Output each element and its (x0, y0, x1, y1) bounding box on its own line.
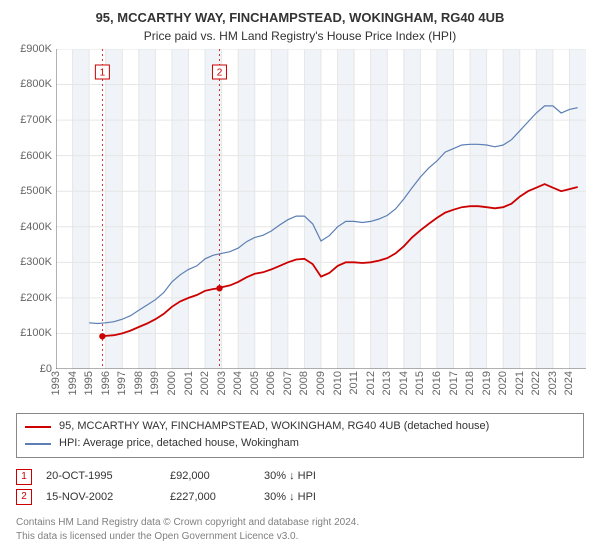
sale-price: £227,000 (170, 487, 250, 508)
sale-marker-badge: 2 (16, 489, 32, 505)
y-tick-label: £0 (12, 363, 52, 375)
sale-delta: 30% ↓ HPI (264, 487, 374, 508)
chart-subtitle: Price paid vs. HM Land Registry's House … (12, 29, 588, 43)
x-tick-label: 2018 (464, 371, 476, 395)
plot-area-wrapper: £0£100K£200K£300K£400K£500K£600K£700K£80… (56, 49, 582, 369)
sale-row: 2 15-NOV-2002 £227,000 30% ↓ HPI (16, 487, 584, 508)
legend-swatch (25, 443, 51, 445)
legend: 95, MCCARTHY WAY, FINCHAMPSTEAD, WOKINGH… (16, 413, 584, 458)
legend-label: HPI: Average price, detached house, Woki… (59, 435, 299, 453)
x-tick-label: 2002 (199, 371, 211, 395)
x-tick-label: 1998 (133, 371, 145, 395)
x-tick-label: 2006 (265, 371, 277, 395)
y-tick-label: £200K (12, 292, 52, 304)
sale-date: 20-OCT-1995 (46, 466, 156, 487)
svg-text:2: 2 (217, 67, 223, 78)
x-tick-label: 2004 (232, 371, 244, 395)
svg-text:1: 1 (100, 67, 106, 78)
legend-swatch (25, 426, 51, 428)
sales-list: 1 20-OCT-1995 £92,000 30% ↓ HPI 2 15-NOV-2002… (16, 466, 584, 508)
x-tick-label: 1993 (50, 371, 62, 395)
legend-label: 95, MCCARTHY WAY, FINCHAMPSTEAD, WOKINGH… (59, 418, 489, 436)
y-tick-label: £900K (12, 43, 52, 55)
sale-date: 15-NOV-2002 (46, 487, 156, 508)
x-tick-label: 2014 (398, 371, 410, 395)
y-tick-label: £400K (12, 221, 52, 233)
y-tick-label: £100K (12, 327, 52, 339)
x-tick-label: 2013 (381, 371, 393, 395)
license-text: Contains HM Land Registry data © Crown c… (16, 516, 584, 544)
legend-item: HPI: Average price, detached house, Woki… (25, 435, 575, 453)
sale-marker-2: 2 (212, 65, 226, 79)
y-axis: £0£100K£200K£300K£400K£500K£600K£700K£80… (12, 49, 56, 369)
x-tick-label: 2012 (365, 371, 377, 395)
x-tick-label: 1995 (83, 371, 95, 395)
y-tick-label: £700K (12, 114, 52, 126)
y-tick-label: £300K (12, 256, 52, 268)
x-tick-label: 2022 (530, 371, 542, 395)
x-tick-label: 2017 (448, 371, 460, 395)
x-tick-label: 2020 (497, 371, 509, 395)
x-tick-label: 2024 (563, 371, 575, 395)
legend-item: 95, MCCARTHY WAY, FINCHAMPSTEAD, WOKINGH… (25, 418, 575, 436)
chart-container: 95, MCCARTHY WAY, FINCHAMPSTEAD, WOKINGH… (0, 0, 600, 552)
x-tick-label: 2010 (332, 371, 344, 395)
x-tick-label: 2009 (315, 371, 327, 395)
x-tick-label: 2007 (282, 371, 294, 395)
x-tick-label: 2019 (481, 371, 493, 395)
y-tick-label: £600K (12, 150, 52, 162)
sale-marker-1: 1 (95, 65, 109, 79)
license-line-2: This data is licensed under the Open Gov… (16, 530, 584, 544)
x-tick-label: 2011 (348, 371, 360, 395)
x-tick-label: 2016 (431, 371, 443, 395)
sale-row: 1 20-OCT-1995 £92,000 30% ↓ HPI (16, 466, 584, 487)
sale-delta: 30% ↓ HPI (264, 466, 374, 487)
x-axis: 1993199419951996199719981999200020012002… (56, 369, 582, 403)
x-tick-label: 2001 (183, 371, 195, 395)
license-line-1: Contains HM Land Registry data © Crown c… (16, 516, 584, 530)
x-tick-label: 2023 (547, 371, 559, 395)
x-tick-label: 1996 (100, 371, 112, 395)
x-tick-label: 1999 (149, 371, 161, 395)
x-tick-label: 2005 (249, 371, 261, 395)
y-tick-label: £800K (12, 78, 52, 90)
sale-price: £92,000 (170, 466, 250, 487)
sale-marker-badge: 1 (16, 469, 32, 485)
plot-svg: 12 (56, 49, 586, 369)
x-tick-label: 2015 (414, 371, 426, 395)
x-tick-label: 2021 (514, 371, 526, 395)
y-tick-label: £500K (12, 185, 52, 197)
x-tick-label: 1997 (116, 371, 128, 395)
chart-title: 95, MCCARTHY WAY, FINCHAMPSTEAD, WOKINGH… (12, 10, 588, 27)
x-tick-label: 1994 (67, 371, 79, 395)
x-tick-label: 2008 (298, 371, 310, 395)
x-tick-label: 2000 (166, 371, 178, 395)
x-tick-label: 2003 (216, 371, 228, 395)
